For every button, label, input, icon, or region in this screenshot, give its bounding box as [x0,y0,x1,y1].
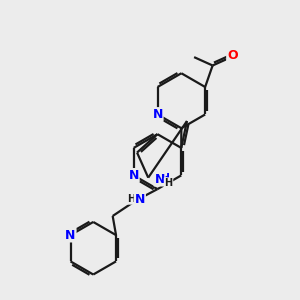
Text: N: N [65,229,76,242]
Text: H: H [128,194,136,204]
Text: 1H: 1H [155,173,171,183]
Text: N: N [152,108,163,121]
Text: N: N [154,172,165,186]
Text: N: N [135,193,145,206]
Text: O: O [227,50,238,62]
Text: N: N [128,169,139,182]
Text: H: H [164,178,172,188]
